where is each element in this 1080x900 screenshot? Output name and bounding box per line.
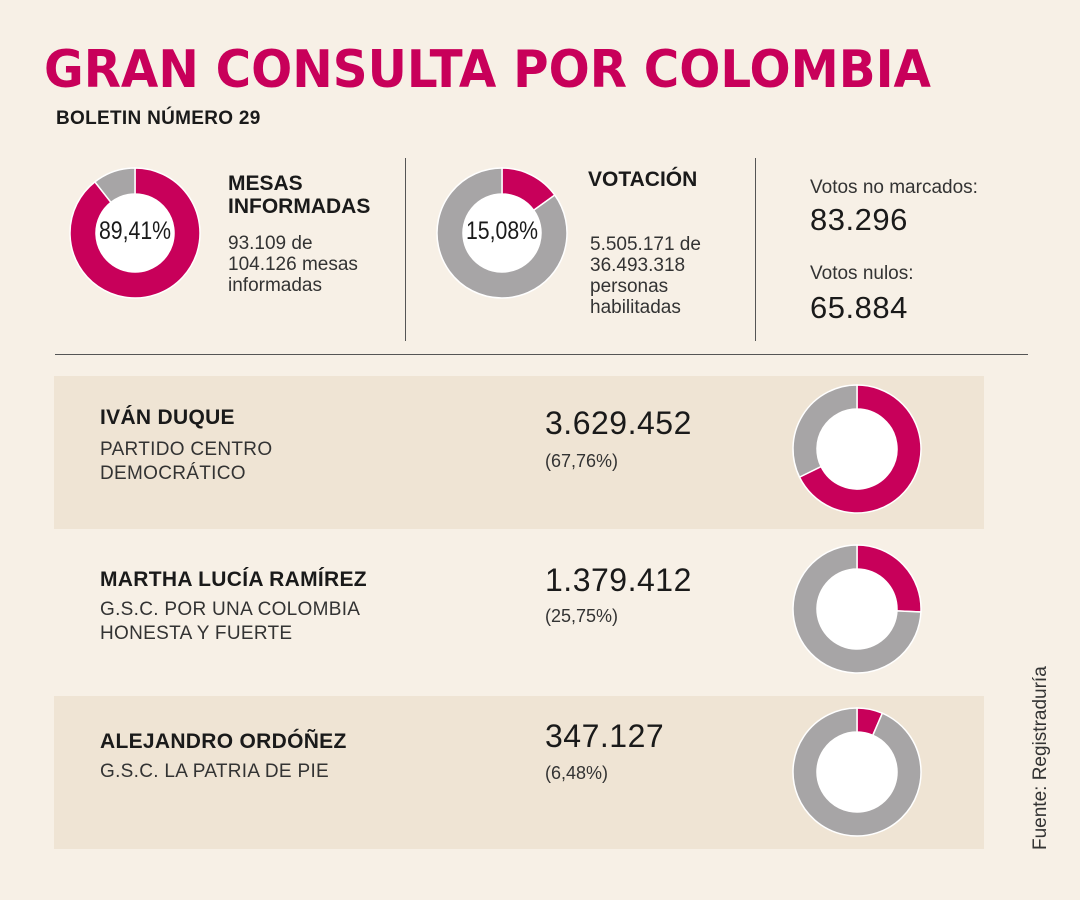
section-divider	[55, 354, 1028, 355]
candidate-donut-3-hole	[817, 732, 897, 812]
mesas-heading: MESAS INFORMADAS	[228, 172, 370, 218]
mesas-percent: 89,41%	[98, 217, 172, 245]
candidate-name-2: MARTHA LUCÍA RAMÍREZ	[100, 568, 367, 591]
votacion-detail-line3: personas	[590, 276, 669, 297]
mesas-detail-line1: 93.109 de	[228, 233, 313, 254]
candidate-party-1: PARTIDO CENTRO DEMOCRÁTICO	[100, 438, 272, 486]
votacion-detail-line2: 36.493.318	[590, 255, 686, 276]
votacion-percent: 15,08%	[465, 217, 539, 245]
candidate-name-1: IVÁN DUQUE	[100, 406, 235, 429]
no-marcados-value: 83.296	[810, 202, 908, 237]
mesas-donut	[69, 167, 201, 299]
candidate-donut-2-hole	[817, 569, 897, 649]
candidate-donut-1-slice-2	[792, 384, 858, 479]
votacion-heading: VOTACIÓN	[588, 168, 698, 191]
candidate-votes-1: 3.629.452	[545, 405, 692, 441]
votacion-detail-line4: habilitadas	[590, 297, 681, 318]
candidate-party-2-line1: G.S.C. POR UNA COLOMBIA	[100, 599, 361, 620]
candidate-donut-1	[792, 384, 922, 514]
source-credit: Fuente: Registraduría	[1030, 666, 1051, 850]
candidate-votes-2: 1.379.412	[545, 562, 692, 598]
votacion-detail: 5.505.171 de 36.493.318 personas habilit…	[590, 234, 701, 318]
candidate-party-1-line1: PARTIDO CENTRO	[100, 439, 273, 460]
mesas-detail-line3: informadas	[228, 275, 322, 296]
divider-1	[405, 158, 406, 341]
candidate-donut-1-hole	[817, 409, 897, 489]
candidate-percent-1: (67,76%)	[545, 451, 619, 471]
mesas-detail-line2: 104.126 mesas	[228, 254, 358, 275]
mesas-heading-line1: MESAS	[228, 172, 303, 195]
nulos-label: Votos nulos:	[810, 263, 914, 284]
candidate-party-1-line2: DEMOCRÁTICO	[100, 463, 246, 484]
votacion-donut	[436, 167, 568, 299]
page-subtitle: BOLETIN NÚMERO 29	[56, 108, 261, 129]
mesas-heading-line2: INFORMADAS	[228, 195, 371, 218]
candidate-party-2-line2: HONESTA Y FUERTE	[100, 623, 293, 644]
candidate-percent-3: (6,48%)	[545, 763, 609, 783]
page-title: GRAN CONSULTA POR COLOMBIA	[44, 40, 931, 100]
no-marcados-label: Votos no marcados:	[810, 177, 978, 198]
candidate-donut-3	[792, 707, 922, 837]
divider-2	[755, 158, 756, 341]
candidate-party-3-line1: G.S.C. LA PATRIA DE PIE	[100, 761, 329, 782]
candidate-percent-2: (25,75%)	[545, 606, 619, 626]
mesas-donut-hole	[96, 194, 174, 272]
candidate-donut-2	[792, 544, 922, 674]
candidate-party-3: G.S.C. LA PATRIA DE PIE	[100, 760, 329, 784]
votacion-donut-hole	[463, 194, 541, 272]
mesas-donut-slice-2	[93, 167, 136, 204]
mesas-detail: 93.109 de 104.126 mesas informadas	[228, 233, 358, 296]
nulos-value: 65.884	[810, 290, 908, 325]
votacion-detail-line1: 5.505.171 de	[590, 234, 701, 255]
candidate-votes-3: 347.127	[545, 718, 665, 754]
candidate-name-3: ALEJANDRO ORDÓÑEZ	[100, 730, 347, 753]
candidate-party-2: G.S.C. POR UNA COLOMBIA HONESTA Y FUERTE	[100, 598, 360, 646]
